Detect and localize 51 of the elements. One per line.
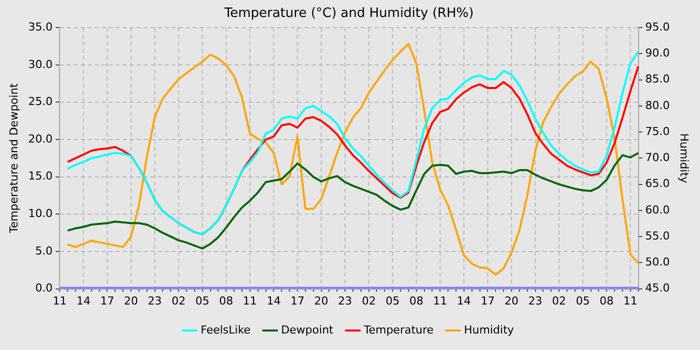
y-tick-label: 20.0 — [28, 132, 53, 146]
x-tick-label: 05 — [576, 294, 590, 308]
y2-tick-label: 70.0 — [645, 151, 670, 164]
x-tick-label: 17 — [100, 294, 114, 308]
y-tick-label: 30.0 — [28, 58, 53, 71]
y2-tick-label: 55.0 — [645, 229, 670, 242]
x-tick-label: 14 — [76, 294, 90, 308]
y-tick-label: 10.0 — [28, 207, 53, 220]
y-tick-label: 35.0 — [28, 20, 53, 34]
y2-tick-label: 50.0 — [645, 256, 670, 269]
x-tick-label: 08 — [219, 294, 234, 308]
x-tick-label: 11 — [52, 294, 67, 308]
x-tick-label: 20 — [504, 294, 518, 308]
y2-tick-label: 85.0 — [645, 72, 670, 86]
x-tick-label: 02 — [552, 294, 566, 308]
y-tick-label: 5.0 — [35, 244, 53, 258]
legend-label: FeelsLike — [200, 323, 251, 336]
x-tick-label: 23 — [528, 294, 542, 308]
y-tick-label: 15.0 — [28, 170, 53, 183]
legend-label: Humidity — [464, 323, 514, 336]
x-tick-label: 08 — [409, 294, 424, 308]
y2-axis-title: Humidity — [678, 133, 691, 184]
legend-label: Temperature — [362, 323, 434, 336]
y-tick-label: 0.0 — [35, 282, 53, 295]
legend-label: Dewpoint — [281, 323, 334, 336]
x-tick-label: 20 — [124, 294, 138, 308]
x-tick-label: 05 — [386, 294, 400, 308]
y2-tick-label: 75.0 — [645, 124, 670, 138]
x-tick-label: 02 — [172, 294, 186, 308]
x-tick-label: 05 — [195, 294, 210, 308]
x-tick-label: 08 — [600, 294, 614, 308]
x-tick-label: 20 — [314, 294, 328, 308]
y-tick-label: 25.0 — [28, 95, 53, 108]
y2-tick-label: 95.0 — [645, 20, 670, 34]
chart-title: Temperature (°C) and Humidity (RH%) — [223, 6, 474, 22]
x-tick-label: 14 — [456, 294, 471, 308]
x-tick-label: 14 — [266, 294, 281, 308]
x-tick-label: 17 — [290, 294, 304, 308]
y-axis-title: Temperature and Dewpoint — [7, 82, 20, 234]
x-tick-label: 17 — [480, 294, 495, 308]
y2-tick-label: 45.0 — [645, 282, 670, 295]
y2-tick-label: 60.0 — [645, 203, 670, 216]
y2-tick-label: 90.0 — [645, 46, 670, 60]
x-tick-label: 23 — [148, 294, 162, 308]
x-tick-label: 23 — [338, 294, 352, 308]
y2-tick-label: 80.0 — [645, 98, 670, 112]
x-tick-label: 11 — [433, 294, 448, 308]
x-tick-label: 02 — [362, 294, 376, 308]
x-tick-label: 11 — [623, 294, 638, 308]
y2-tick-label: 65.0 — [645, 177, 670, 190]
x-tick-label: 11 — [242, 294, 257, 308]
